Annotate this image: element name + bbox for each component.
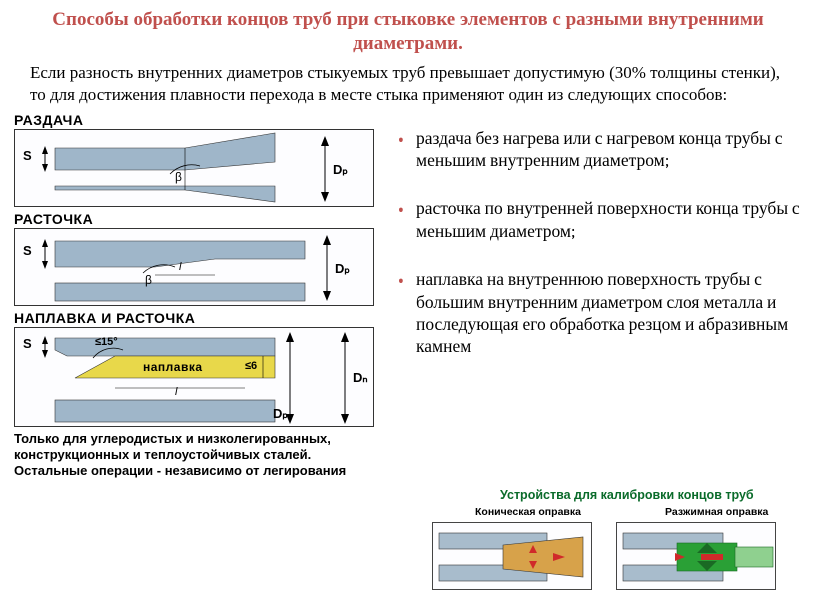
diagram-label: РАЗДАЧА: [14, 112, 384, 128]
calibration-right-box: [616, 522, 776, 590]
dim-gap: ≤6: [245, 360, 257, 372]
content-row: РАЗДАЧА S β Dₚ: [0, 112, 816, 480]
dim-dn: Dₙ: [353, 370, 368, 386]
calibration-right-label: Разжимная оправка: [665, 506, 768, 518]
dim-dp: Dₚ: [273, 406, 288, 422]
diagram-razdacha: РАЗДАЧА S β Dₚ: [14, 112, 384, 207]
diagram-box: S β Dₚ l: [14, 228, 374, 306]
calibration-title: Устройства для калибровки концов труб: [500, 488, 754, 502]
dim-beta: β: [175, 170, 182, 184]
dim-s: S: [23, 336, 32, 351]
page-title: Способы обработки концов труб при стыков…: [0, 0, 816, 60]
bullets-column: раздача без нагрева или с нагревом конца…: [384, 112, 802, 480]
diagram-label: РАСТОЧКА: [14, 211, 384, 227]
bullet-item: наплавка на внутреннюю поверхность трубы…: [394, 269, 802, 359]
diagram-naplavka: НАПЛАВКА И РАСТОЧКА: [14, 310, 384, 427]
dim-dp: Dₚ: [333, 162, 348, 178]
footnote-line: Остальные операции - независимо от легир…: [14, 463, 384, 479]
footnote-line: конструкционных и теплоустойчивых сталей…: [14, 447, 384, 463]
footnote: Только для углеродистых и низколегирован…: [14, 431, 384, 480]
intro-paragraph: Если разность внутренних диаметров стыку…: [0, 60, 816, 112]
dim-dp: Dₚ: [335, 261, 350, 277]
diagram-box: S ≤15° наплавка ≤6 l Dₚ Dₙ: [14, 327, 374, 427]
diagram-rastochka: РАСТОЧКА S β Dₚ l: [14, 211, 384, 306]
bullet-item: раздача без нагрева или с нагревом конца…: [394, 128, 802, 173]
bullet-list: раздача без нагрева или с нагревом конца…: [394, 128, 802, 359]
naplavka-label: наплавка: [143, 360, 203, 374]
calibration-left-label: Коническая оправка: [475, 506, 581, 518]
dim-angle: ≤15°: [95, 336, 118, 348]
diagram-box: S β Dₚ: [14, 129, 374, 207]
calibration-left-box: [432, 522, 592, 590]
diagrams-column: РАЗДАЧА S β Dₚ: [14, 112, 384, 480]
diagram-label: НАПЛАВКА И РАСТОЧКА: [14, 310, 384, 326]
dim-l: l: [175, 386, 177, 398]
dim-s: S: [23, 148, 32, 163]
dim-l: l: [179, 261, 181, 273]
bullet-item: расточка по внутренней поверхности конца…: [394, 198, 802, 243]
footnote-line: Только для углеродистых и низколегирован…: [14, 431, 384, 447]
dim-beta: β: [145, 273, 152, 287]
dim-s: S: [23, 243, 32, 258]
